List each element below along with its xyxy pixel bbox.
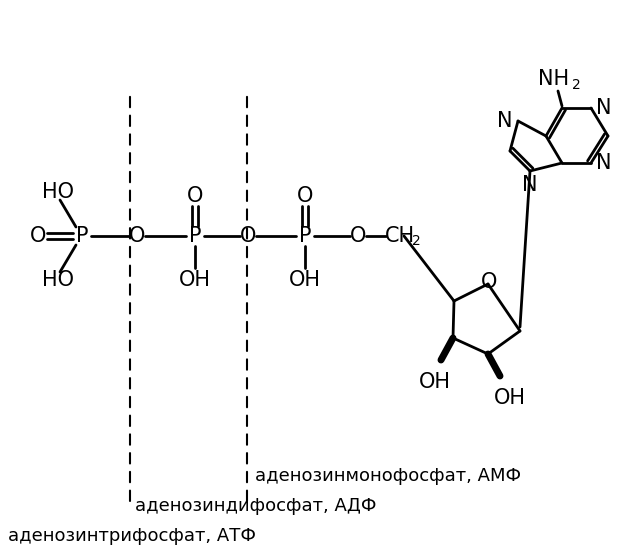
Text: HO: HO — [42, 182, 74, 202]
Text: O: O — [129, 226, 145, 246]
Text: OH: OH — [179, 270, 211, 290]
Text: N: N — [596, 153, 612, 173]
Text: O: O — [350, 226, 366, 246]
Text: HO: HO — [42, 270, 74, 290]
Text: аденозинтрифосфат, АТФ: аденозинтрифосфат, АТФ — [8, 527, 256, 545]
Text: O: O — [297, 186, 314, 206]
Text: P: P — [76, 226, 88, 246]
Text: 2: 2 — [411, 234, 420, 248]
Text: N: N — [522, 175, 538, 195]
Text: аденозинмонофосфат, АМФ: аденозинмонофосфат, АМФ — [255, 467, 521, 485]
Text: 2: 2 — [572, 78, 581, 92]
Text: O: O — [481, 272, 497, 292]
Text: OH: OH — [289, 270, 321, 290]
Text: OH: OH — [419, 372, 451, 392]
Text: аденозиндифосфат, АДФ: аденозиндифосфат, АДФ — [135, 497, 376, 515]
Text: O: O — [30, 226, 46, 246]
Text: P: P — [189, 226, 201, 246]
Text: N: N — [596, 98, 612, 118]
Text: N: N — [497, 111, 513, 131]
Text: P: P — [298, 226, 311, 246]
Text: CH: CH — [385, 226, 415, 246]
Text: NH: NH — [539, 69, 569, 89]
Text: OH: OH — [494, 388, 526, 408]
Text: O: O — [187, 186, 203, 206]
Text: O: O — [240, 226, 256, 246]
